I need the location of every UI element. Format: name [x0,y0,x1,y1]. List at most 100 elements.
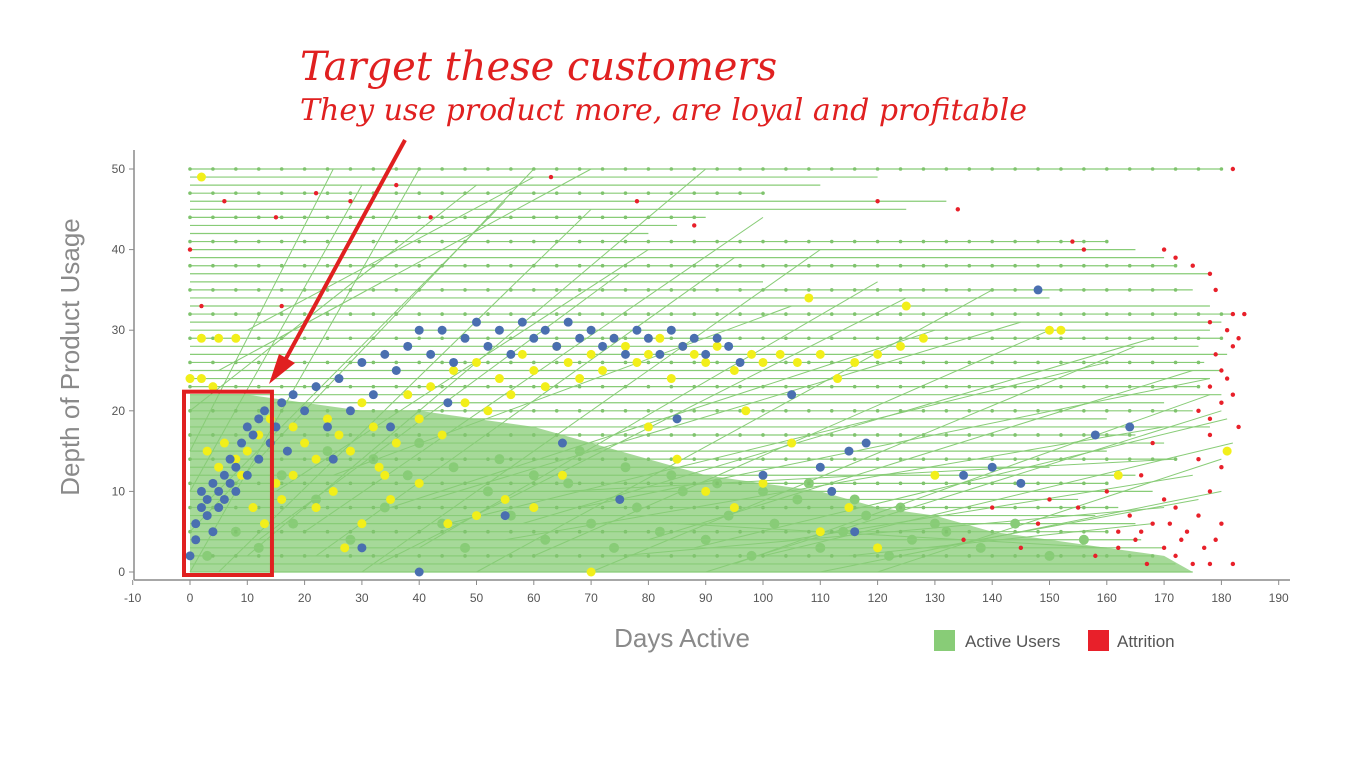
active-user-dot [394,360,399,365]
active-user-dot [1173,360,1178,365]
active-user-dot [1105,239,1109,244]
active-user-dot [1173,312,1178,316]
active-user-dot [646,360,651,365]
active-user-dot [1036,457,1040,461]
active-user-dot [944,312,949,316]
active-user-dot [669,457,674,461]
attrition-point [634,199,640,204]
active-user-dot [371,167,376,171]
active-user-dot [784,360,788,365]
active-user-dot [1127,360,1132,365]
active-users-trend-line [447,361,1107,525]
active-user-dot [440,191,444,195]
loyal-point [632,357,642,367]
active-user-dot [256,409,261,413]
active-user-dot [898,409,903,413]
active-user-dot [623,191,628,195]
active-user-dot [1150,336,1155,341]
active-user-dot [577,529,582,534]
active-user-dot [188,263,192,268]
active-user-point [849,494,860,505]
active-user-dot [1105,167,1109,171]
high-engagement-point [735,357,745,367]
active-user-dot [256,312,261,316]
loyal-point [563,357,573,367]
loyal-point [540,382,550,392]
active-user-dot [554,409,559,413]
active-user-dot [1127,263,1132,268]
active-user-dot [898,167,903,171]
active-user-dot [646,384,651,389]
active-user-dot [188,384,192,389]
active-user-dot [829,481,834,486]
loyal-point [832,374,842,384]
active-user-dot [554,167,559,171]
active-user-dot [440,215,444,220]
active-user-dot [1173,384,1178,389]
attrition-point [1196,456,1201,462]
active-user-dot [279,481,284,486]
x-tick-label: 150 [1039,591,1059,605]
active-user-dot [829,263,834,268]
active-user-dot [600,409,605,413]
active-user-dot [394,215,399,220]
active-user-dot [509,360,513,365]
loyal-point [460,398,470,408]
active-user-dot [554,529,559,534]
loyal-point [231,333,241,343]
active-user-point [586,518,597,529]
high-engagement-point [460,333,470,343]
active-user-dot [967,433,972,437]
active-user-dot [325,215,330,220]
active-user-dot [829,239,834,244]
high-engagement-point [620,349,630,359]
active-users-trend-line [430,321,1021,500]
active-user-dot [532,481,536,486]
active-user-dot [669,384,674,389]
active-users-trend-line [648,370,1193,541]
high-engagement-point [214,503,224,513]
active-user-point [1044,550,1055,561]
active-users-trend-line [315,257,735,557]
active-user-dot [646,554,651,558]
attrition-point [990,505,995,510]
loyal-point [202,446,212,456]
active-user-dot [807,312,811,316]
high-engagement-point [615,494,625,504]
active-user-dot [1059,433,1063,437]
high-engagement-point [500,511,510,521]
loyal-point [815,349,825,359]
active-user-dot [211,263,215,268]
active-user-dot [371,360,376,365]
active-user-dot [554,239,559,244]
active-user-dot [486,529,490,534]
active-user-dot [1150,167,1155,171]
active-user-dot [486,239,490,244]
active-user-dot [990,409,994,413]
high-engagement-point [300,406,310,416]
active-users-trend-line [189,184,363,492]
high-engagement-point [380,349,390,359]
high-engagement-point [609,333,619,343]
active-user-dot [600,215,605,220]
active-user-dot [1082,263,1086,268]
active-user-dot [829,505,834,510]
active-user-dot [967,167,972,171]
attrition-point [1138,529,1144,534]
active-user-dot [1196,167,1201,171]
loyal-point [1113,470,1123,480]
active-user-dot [921,239,926,244]
attrition-point [187,247,193,252]
active-user-dot [463,312,467,316]
active-user-dot [417,554,422,558]
active-user-dot [463,215,467,220]
active-user-dot [463,554,467,558]
attrition-point [1224,376,1230,381]
active-user-dot [1059,239,1063,244]
attrition-point [1242,311,1247,317]
active-user-dot [715,288,719,292]
active-user-dot [1173,167,1178,171]
active-user-dot [279,215,284,220]
high-engagement-point [391,366,401,375]
active-user-dot [646,457,651,461]
